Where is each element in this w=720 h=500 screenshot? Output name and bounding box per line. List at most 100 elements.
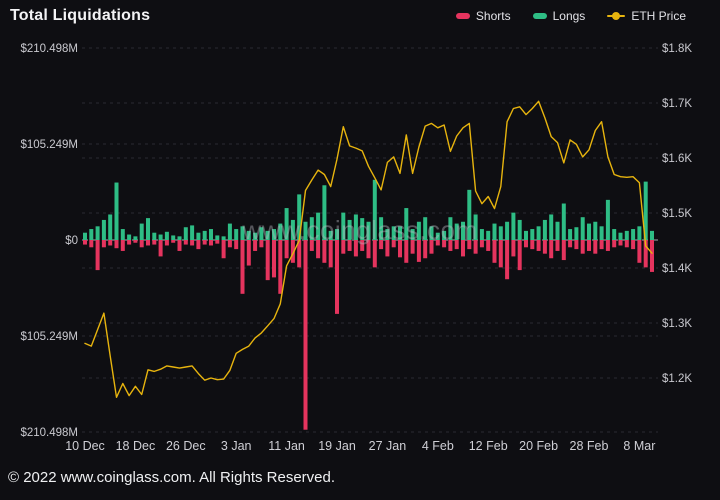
legend-item-shorts[interactable]: Shorts: [455, 9, 511, 23]
shorts-bar[interactable]: [240, 240, 245, 294]
longs-bar[interactable]: [347, 219, 352, 240]
longs-bar[interactable]: [542, 219, 547, 240]
longs-bar[interactable]: [536, 226, 541, 240]
shorts-bar[interactable]: [146, 240, 150, 246]
longs-bar[interactable]: [360, 218, 365, 240]
longs-bar[interactable]: [416, 221, 421, 240]
shorts-bar[interactable]: [366, 240, 371, 259]
shorts-bar[interactable]: [429, 240, 434, 254]
shorts-bar[interactable]: [650, 240, 654, 272]
shorts-bar[interactable]: [309, 240, 314, 251]
longs-bar[interactable]: [467, 189, 472, 240]
longs-bar[interactable]: [335, 229, 339, 240]
longs-bar[interactable]: [643, 181, 648, 240]
longs-bar[interactable]: [89, 229, 94, 240]
longs-bar[interactable]: [372, 179, 377, 240]
shorts-bar[interactable]: [328, 240, 333, 268]
shorts-bar[interactable]: [416, 240, 421, 262]
shorts-bar[interactable]: [391, 240, 396, 248]
longs-bar[interactable]: [549, 214, 554, 240]
shorts-bar[interactable]: [511, 240, 516, 257]
shorts-bar[interactable]: [442, 240, 447, 248]
longs-bar[interactable]: [593, 221, 598, 240]
longs-bar[interactable]: [612, 229, 617, 240]
shorts-bar[interactable]: [177, 240, 182, 251]
legend-item-longs[interactable]: Longs: [532, 9, 585, 23]
shorts-bar[interactable]: [605, 240, 610, 251]
longs-bar[interactable]: [479, 229, 484, 240]
shorts-bar[interactable]: [227, 240, 232, 248]
longs-bar[interactable]: [454, 223, 459, 240]
longs-bar[interactable]: [398, 226, 402, 240]
shorts-bar[interactable]: [423, 240, 428, 259]
shorts-bar[interactable]: [580, 240, 585, 254]
shorts-bar[interactable]: [568, 240, 573, 248]
longs-bar[interactable]: [309, 217, 314, 240]
longs-bar[interactable]: [221, 236, 226, 240]
shorts-bar[interactable]: [278, 240, 283, 294]
longs-bar[interactable]: [473, 214, 478, 240]
longs-bar[interactable]: [265, 230, 270, 240]
longs-bar[interactable]: [164, 231, 169, 240]
longs-bar[interactable]: [303, 221, 308, 240]
longs-bar[interactable]: [574, 227, 579, 240]
shorts-bar[interactable]: [108, 240, 113, 246]
shorts-bar[interactable]: [555, 240, 560, 251]
longs-bar[interactable]: [278, 223, 283, 240]
longs-bar[interactable]: [530, 229, 535, 240]
shorts-bar[interactable]: [133, 240, 138, 243]
longs-bar[interactable]: [605, 199, 610, 240]
longs-bar[interactable]: [580, 217, 585, 240]
longs-bar[interactable]: [561, 203, 566, 240]
shorts-bar[interactable]: [498, 240, 503, 268]
shorts-bar[interactable]: [297, 240, 302, 268]
longs-bar[interactable]: [637, 226, 642, 240]
longs-bar[interactable]: [190, 225, 195, 240]
shorts-bar[interactable]: [574, 240, 579, 250]
longs-bar[interactable]: [152, 232, 157, 240]
shorts-bar[interactable]: [404, 240, 409, 263]
longs-bar[interactable]: [511, 212, 516, 240]
longs-bar[interactable]: [158, 234, 163, 240]
shorts-bar[interactable]: [599, 240, 604, 250]
longs-bar[interactable]: [555, 221, 560, 240]
longs-bar[interactable]: [139, 223, 144, 240]
longs-bar[interactable]: [215, 235, 220, 240]
shorts-bar[interactable]: [164, 240, 169, 246]
shorts-bar[interactable]: [290, 240, 295, 263]
longs-bar[interactable]: [114, 182, 119, 240]
shorts-bar[interactable]: [259, 240, 264, 248]
eth-price-line[interactable]: [84, 100, 653, 398]
shorts-bar[interactable]: [372, 240, 377, 268]
shorts-bar[interactable]: [618, 240, 623, 246]
shorts-bar[interactable]: [120, 240, 125, 251]
shorts-bar[interactable]: [593, 240, 598, 254]
longs-bar[interactable]: [624, 230, 629, 240]
shorts-bar[interactable]: [183, 240, 188, 245]
longs-bar[interactable]: [587, 223, 591, 240]
longs-bar[interactable]: [133, 236, 138, 240]
longs-bar[interactable]: [385, 229, 390, 240]
shorts-bar[interactable]: [379, 240, 384, 250]
longs-bar[interactable]: [253, 232, 258, 240]
longs-bar[interactable]: [171, 235, 176, 240]
shorts-bar[interactable]: [448, 240, 453, 251]
shorts-bar[interactable]: [505, 240, 510, 280]
longs-bar[interactable]: [486, 230, 491, 240]
shorts-bar[interactable]: [360, 240, 365, 251]
shorts-bar[interactable]: [624, 240, 629, 248]
longs-bar[interactable]: [284, 208, 289, 240]
shorts-bar[interactable]: [492, 240, 497, 263]
shorts-bar[interactable]: [83, 240, 87, 245]
shorts-bar[interactable]: [435, 240, 440, 246]
longs-bar[interactable]: [240, 226, 245, 240]
longs-bar[interactable]: [366, 221, 371, 240]
longs-bar[interactable]: [599, 226, 604, 240]
longs-bar[interactable]: [492, 223, 497, 240]
longs-bar[interactable]: [618, 232, 623, 240]
shorts-bar[interactable]: [612, 240, 617, 248]
shorts-bar[interactable]: [530, 240, 535, 250]
longs-bar[interactable]: [448, 217, 453, 240]
longs-bar[interactable]: [120, 229, 125, 240]
longs-bar[interactable]: [183, 227, 188, 240]
